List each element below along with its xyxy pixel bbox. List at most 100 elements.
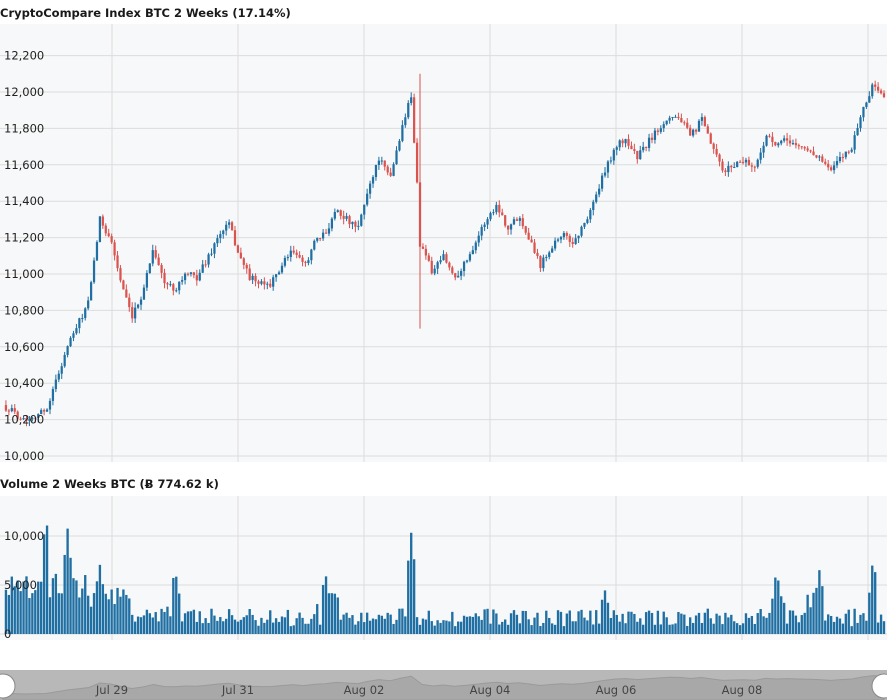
- candle-up[interactable]: [63, 354, 66, 367]
- volume-bar[interactable]: [627, 611, 630, 634]
- volume-bar[interactable]: [686, 625, 689, 634]
- volume-bar[interactable]: [521, 610, 524, 634]
- candle-down[interactable]: [415, 142, 419, 183]
- volume-bar[interactable]: [671, 624, 674, 634]
- volume-bar[interactable]: [759, 609, 762, 634]
- candle-up[interactable]: [272, 277, 275, 287]
- candle-up[interactable]: [624, 139, 627, 144]
- volume-bar[interactable]: [424, 619, 428, 634]
- candle-down[interactable]: [301, 257, 304, 262]
- candle-up[interactable]: [404, 117, 407, 126]
- candle-up[interactable]: [251, 275, 254, 280]
- candle-down[interactable]: [636, 150, 639, 160]
- candle-down[interactable]: [715, 148, 718, 155]
- candle-up[interactable]: [442, 254, 445, 261]
- volume-bar[interactable]: [865, 620, 868, 634]
- candle-up[interactable]: [72, 333, 75, 338]
- volume-bar[interactable]: [86, 595, 90, 634]
- volume-bar[interactable]: [824, 620, 827, 634]
- volume-bar[interactable]: [222, 621, 225, 634]
- candle-up[interactable]: [395, 150, 398, 165]
- volume-bar[interactable]: [389, 614, 392, 634]
- volume-bar[interactable]: [506, 624, 510, 634]
- volume-bar[interactable]: [201, 623, 204, 634]
- volume-bar[interactable]: [178, 593, 181, 634]
- candle-up[interactable]: [647, 137, 651, 148]
- volume-bar[interactable]: [495, 613, 498, 634]
- volume-bar[interactable]: [92, 593, 96, 634]
- volume-bar[interactable]: [310, 618, 313, 634]
- candle-down[interactable]: [882, 93, 886, 98]
- candle-down[interactable]: [527, 232, 530, 240]
- candle-down[interactable]: [354, 221, 357, 227]
- volume-bar[interactable]: [13, 586, 16, 634]
- volume-bar[interactable]: [283, 617, 287, 634]
- candle-up[interactable]: [592, 201, 595, 211]
- volume-bar[interactable]: [131, 614, 134, 634]
- candle-up[interactable]: [835, 161, 839, 166]
- volume-bar[interactable]: [662, 611, 665, 634]
- candle-up[interactable]: [283, 257, 287, 266]
- candle-up[interactable]: [559, 237, 563, 240]
- volume-bar[interactable]: [69, 557, 72, 634]
- candle-up[interactable]: [37, 414, 40, 418]
- volume-bar[interactable]: [738, 625, 742, 634]
- volume-bar[interactable]: [371, 618, 375, 634]
- candle-down[interactable]: [571, 241, 574, 244]
- volume-bar[interactable]: [274, 618, 278, 634]
- candle-up[interactable]: [465, 260, 469, 262]
- candle-up[interactable]: [69, 337, 72, 347]
- volume-bar[interactable]: [78, 597, 81, 634]
- volume-bar[interactable]: [421, 618, 425, 634]
- candle-down[interactable]: [830, 167, 833, 171]
- candle-down[interactable]: [448, 262, 451, 268]
- volume-bar[interactable]: [342, 614, 345, 634]
- volume-bar[interactable]: [357, 621, 360, 634]
- candle-up[interactable]: [553, 240, 557, 249]
- candle-up[interactable]: [277, 272, 281, 275]
- candle-down[interactable]: [116, 255, 119, 269]
- volume-bar[interactable]: [832, 621, 836, 634]
- candle-up[interactable]: [145, 273, 149, 288]
- candle-down[interactable]: [430, 260, 433, 274]
- volume-bar[interactable]: [198, 611, 201, 634]
- volume-bar[interactable]: [324, 576, 328, 634]
- volume-bar[interactable]: [827, 614, 830, 634]
- volume-bar[interactable]: [113, 604, 116, 634]
- volume-bar[interactable]: [374, 619, 378, 634]
- candle-down[interactable]: [645, 146, 648, 148]
- candle-up[interactable]: [606, 161, 610, 173]
- volume-bar[interactable]: [668, 624, 671, 634]
- volume-bar[interactable]: [383, 618, 386, 634]
- volume-bar[interactable]: [148, 613, 152, 634]
- volume-bar[interactable]: [292, 625, 295, 634]
- volume-bar[interactable]: [454, 626, 457, 634]
- candle-up[interactable]: [142, 287, 146, 300]
- candle-down[interactable]: [348, 216, 351, 225]
- volume-bar[interactable]: [277, 621, 281, 634]
- candle-up[interactable]: [674, 116, 677, 118]
- volume-bar[interactable]: [762, 616, 765, 634]
- candle-up[interactable]: [818, 156, 821, 158]
- volume-bar[interactable]: [574, 621, 577, 634]
- candle-down[interactable]: [815, 155, 818, 158]
- candle-down[interactable]: [750, 165, 753, 167]
- volume-bar[interactable]: [498, 624, 501, 634]
- volume-bar[interactable]: [28, 598, 31, 634]
- volume-bar[interactable]: [280, 616, 284, 634]
- candle-down[interactable]: [445, 254, 448, 263]
- volume-bar[interactable]: [724, 612, 727, 634]
- candle-up[interactable]: [136, 304, 140, 308]
- candle-up[interactable]: [51, 389, 55, 401]
- candle-down[interactable]: [785, 138, 789, 141]
- volume-bar[interactable]: [368, 620, 372, 634]
- volume-bar[interactable]: [606, 602, 610, 634]
- candle-up[interactable]: [260, 281, 263, 284]
- candle-up[interactable]: [612, 149, 615, 161]
- candle-down[interactable]: [239, 252, 242, 259]
- volume-bar[interactable]: [615, 614, 618, 634]
- volume-bar[interactable]: [418, 624, 422, 634]
- volume-bar[interactable]: [180, 621, 184, 634]
- volume-bar[interactable]: [219, 616, 222, 634]
- volume-bar[interactable]: [75, 580, 78, 634]
